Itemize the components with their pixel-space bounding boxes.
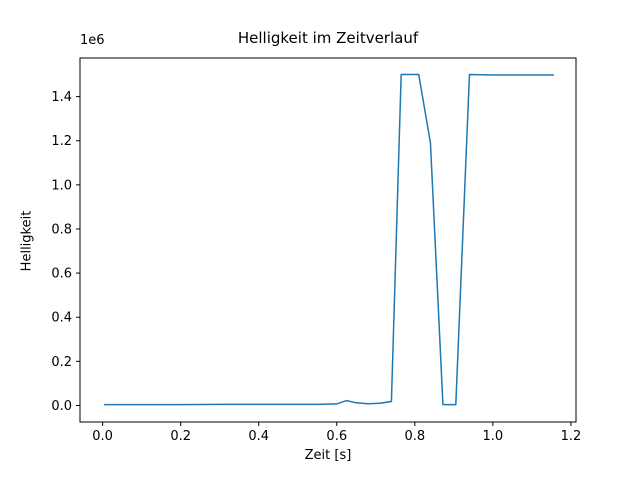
x-tick-label: 0.8 (404, 429, 425, 444)
x-tick-label: 0.2 (170, 429, 191, 444)
series-line (103, 73, 555, 406)
x-tick-label: 1.0 (483, 429, 504, 444)
y-tick-label: 0.8 (51, 222, 72, 237)
y-tick-label: 1.2 (51, 134, 72, 149)
y-tick-label: 0.6 (51, 267, 72, 282)
x-axis-label: Zeit [s] (304, 448, 352, 463)
axes-frame (79, 57, 577, 423)
x-tick-label: 1.2 (561, 429, 582, 444)
y-tick-label: 0.0 (51, 399, 72, 414)
y-tick-label: 0.4 (51, 311, 72, 326)
y-tick-label: 1.4 (51, 90, 72, 105)
x-tick-label: 0.4 (248, 429, 269, 444)
x-tick-label: 0.6 (326, 429, 347, 444)
y-tick-label: 0.2 (51, 355, 72, 370)
x-tick-label: 0.0 (92, 429, 113, 444)
chart-title: Helligkeit im Zeitverlauf (237, 29, 419, 47)
y-tick-label: 1.0 (51, 178, 72, 193)
y-axis-offset-text: 1e6 (80, 33, 105, 48)
